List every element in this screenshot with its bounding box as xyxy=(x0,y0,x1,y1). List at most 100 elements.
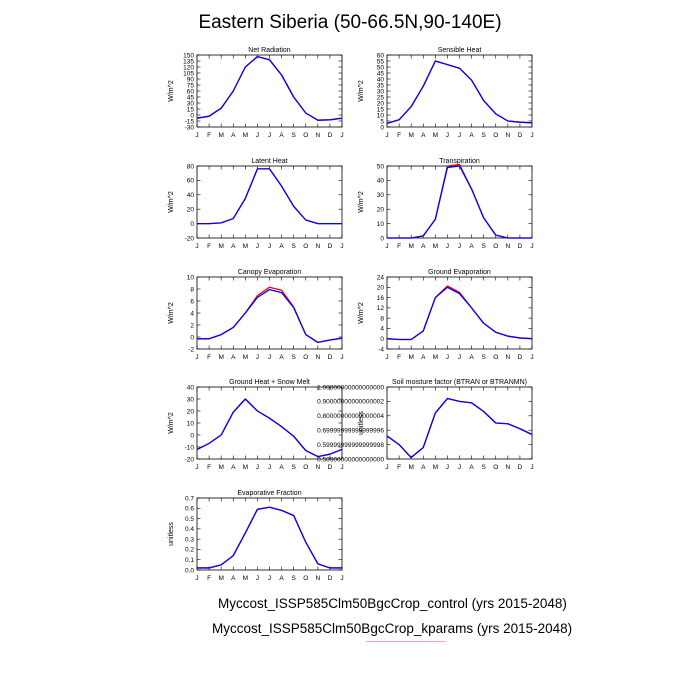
chart-panel-8: J F M A M J J A S O N D J0.500000000000000000.599999… xyxy=(317,379,534,471)
x-tick-label: D xyxy=(328,464,333,471)
y-tick-label: 20 xyxy=(377,100,385,107)
y-tick-label: 30 xyxy=(377,192,385,199)
y-tick-label: 0.4 xyxy=(185,526,194,533)
x-tick-label: J xyxy=(530,354,533,361)
chart-panel-1: J F M A M J J A S O N D J-30-15015304560759010512013… xyxy=(168,47,344,139)
x-tick-label: J xyxy=(195,354,198,361)
x-tick-label: S xyxy=(481,132,486,139)
y-tick-label: -20 xyxy=(185,235,195,242)
y-tick-label: 0 xyxy=(380,336,384,343)
x-tick-label: M xyxy=(433,354,438,361)
x-tick-label: D xyxy=(518,132,523,139)
y-tick-label: 10 xyxy=(377,221,385,228)
chart-title: Ground Evaporation xyxy=(428,269,491,276)
y-tick-label: 24 xyxy=(377,274,385,281)
chart-title: Soil moisture factor (BTRAN or BTRANMN) xyxy=(392,379,527,386)
y-tick-label: 20 xyxy=(377,207,385,214)
y-tick-label: 0.5 xyxy=(185,516,194,523)
series-line-kparams xyxy=(197,168,342,225)
y-tick-label: 90 xyxy=(187,76,195,83)
x-tick-label: J xyxy=(340,243,343,250)
x-tick-label: N xyxy=(315,575,320,582)
x-tick-label: D xyxy=(328,243,333,250)
chart-title: Ground Heat + Snow Melt xyxy=(229,379,310,386)
y-tick-label: 0.0 xyxy=(185,567,194,574)
y-tick-label: 0 xyxy=(190,112,194,119)
x-tick-label: J xyxy=(268,354,271,361)
x-tick-label: J xyxy=(458,354,461,361)
series-line-kparams xyxy=(386,286,533,341)
x-tick-label: A xyxy=(421,132,426,139)
chart-title: Latent Heat xyxy=(251,158,287,165)
x-tick-label: O xyxy=(303,354,308,361)
x-tick-label: A xyxy=(469,243,474,250)
y-tick-label: 0.2 xyxy=(185,547,194,554)
y-tick-label: 150 xyxy=(183,52,194,59)
x-tick-label: J xyxy=(256,575,259,582)
y-axis-label: W/m^2 xyxy=(358,80,365,102)
y-tick-label: 8 xyxy=(190,286,194,293)
x-tick-label: F xyxy=(207,243,211,250)
x-tick-label: D xyxy=(518,464,523,471)
y-tick-label: -20 xyxy=(185,456,195,463)
x-tick-label: J xyxy=(256,354,259,361)
chart-panel-9: J F M A M J J A S O N D J0.00.10.20.30.40.50.60.7Eva… xyxy=(168,490,344,582)
x-tick-label: J xyxy=(385,354,388,361)
y-tick-label: -30 xyxy=(185,124,195,131)
x-tick-label: O xyxy=(493,464,498,471)
chart-title: Canopy Evaporation xyxy=(238,269,302,276)
series-line-control xyxy=(196,55,343,121)
x-tick-label: M xyxy=(408,354,413,361)
x-tick-label: N xyxy=(315,132,320,139)
series-line-kparams xyxy=(196,398,343,458)
x-tick-label: D xyxy=(518,354,523,361)
y-tick-label: 20 xyxy=(187,408,195,415)
x-tick-label: S xyxy=(291,575,296,582)
x-tick-label: J xyxy=(458,132,461,139)
x-tick-label: J xyxy=(530,464,533,471)
x-tick-label: J xyxy=(340,354,343,361)
y-tick-label: 30 xyxy=(187,396,195,403)
y-tick-label: 0.69999999999999996 xyxy=(317,428,384,435)
y-tick-label: 12 xyxy=(377,305,385,312)
legend-entry-control: Myccost_ISSP585Clm50BgcCrop_control (yrs… xyxy=(218,596,567,611)
y-axis-label: W/m^2 xyxy=(168,302,175,324)
x-tick-label: M xyxy=(218,354,223,361)
x-tick-label: J xyxy=(268,464,271,471)
x-tick-label: A xyxy=(421,354,426,361)
x-tick-label: J xyxy=(195,132,198,139)
chart-panel-4: J F M A M J J A S O N D J01020304050TranspirationW/m… xyxy=(358,158,534,250)
x-tick-label: J xyxy=(268,243,271,250)
x-tick-label: D xyxy=(328,132,333,139)
x-tick-label: S xyxy=(481,243,486,250)
series-line-kparams xyxy=(387,165,532,239)
x-tick-label: J xyxy=(385,132,388,139)
x-tick-label: M xyxy=(243,132,248,139)
x-tick-label: J xyxy=(340,575,343,582)
y-tick-label: -4 xyxy=(378,346,384,353)
y-tick-label: 75 xyxy=(187,82,195,89)
y-tick-label: 6 xyxy=(190,298,194,305)
y-tick-label: 0 xyxy=(190,221,194,228)
x-tick-label: M xyxy=(218,132,223,139)
y-tick-label: 120 xyxy=(183,64,194,71)
x-tick-label: M xyxy=(408,243,413,250)
x-tick-label: M xyxy=(243,243,248,250)
plot-frame xyxy=(386,54,533,128)
x-tick-label: A xyxy=(279,132,284,139)
series-line-control xyxy=(387,163,532,239)
y-tick-label: 0 xyxy=(190,334,194,341)
x-tick-label: F xyxy=(207,575,211,582)
y-tick-label: 45 xyxy=(187,94,195,101)
x-tick-label: A xyxy=(279,464,284,471)
x-tick-label: F xyxy=(397,464,401,471)
chart-title: Net Radiation xyxy=(248,47,291,54)
y-tick-label: -2 xyxy=(188,346,194,353)
x-tick-label: J xyxy=(446,132,449,139)
y-tick-label: 40 xyxy=(377,178,385,185)
plot-frame xyxy=(196,54,343,128)
x-tick-label: N xyxy=(505,464,510,471)
series-line-control xyxy=(386,60,533,125)
series-line-control xyxy=(197,168,342,225)
x-tick-label: J xyxy=(195,575,198,582)
